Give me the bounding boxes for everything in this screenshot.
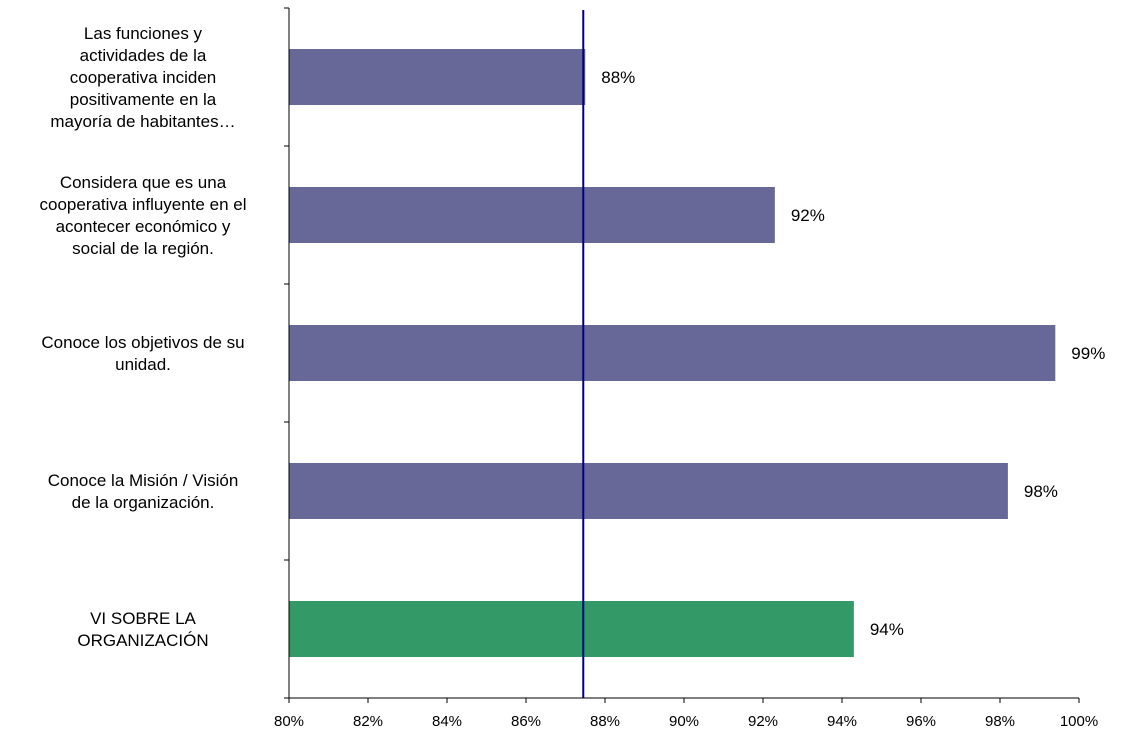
bars-group: [289, 49, 1055, 657]
category-label-2: Considera que es una cooperativa influyen…: [40, 173, 247, 258]
x-tick-label: 82%: [353, 713, 383, 730]
bar-4: [289, 463, 1008, 519]
category-label-line: social de la región.: [72, 239, 214, 258]
category-label-line: Conoce la Misión / Visión: [48, 471, 239, 490]
data-label-4: 98%: [1024, 482, 1058, 501]
category-label-line: VI SOBRE LA: [90, 609, 196, 628]
x-tick-label: 100%: [1060, 713, 1098, 730]
category-label-line: cooperativa inciden: [70, 68, 216, 87]
category-label-line: acontecer económico y: [56, 217, 231, 236]
category-label-line: Las funciones y: [84, 24, 203, 43]
x-tick-label: 80%: [274, 713, 304, 730]
bar-2: [289, 187, 775, 243]
category-label-line: ORGANIZACIÓN: [77, 631, 208, 650]
data-label-3: 99%: [1071, 344, 1105, 363]
x-tick-label: 96%: [906, 713, 936, 730]
x-tick-label: 88%: [590, 713, 620, 730]
x-tick-label: 98%: [985, 713, 1015, 730]
x-tick-label: 86%: [511, 713, 541, 730]
x-tick-label: 90%: [669, 713, 699, 730]
x-tick-label: 84%: [432, 713, 462, 730]
data-label-2: 92%: [791, 206, 825, 225]
category-label-line: actividades de la: [80, 46, 207, 65]
category-label-line: mayoría de habitantes…: [50, 112, 235, 131]
category-label-line: unidad.: [115, 355, 171, 374]
category-label-line: positivamente en la: [70, 90, 217, 109]
bar-3: [289, 325, 1055, 381]
category-label-5: VI SOBRE LA ORGANIZACIÓN: [77, 609, 208, 650]
category-label-line: de la organización.: [72, 493, 215, 512]
category-label-line: cooperativa influyente en el: [40, 195, 247, 214]
category-label-line: Conoce los objetivos de su: [41, 333, 244, 352]
data-label-5: 94%: [870, 620, 904, 639]
x-tick-label: 92%: [748, 713, 778, 730]
category-label-3: Conoce los objetivos de su unidad.: [41, 333, 244, 374]
category-label-4: Conoce la Misión / Visión de la organizac…: [48, 471, 239, 512]
x-tick-label: 94%: [827, 713, 857, 730]
bar-1: [289, 49, 585, 105]
category-label-line: Considera que es una: [60, 173, 227, 192]
data-label-1: 88%: [601, 68, 635, 87]
bar-5: [289, 601, 854, 657]
category-label-1: Las funciones y actividades de la cooperat…: [50, 24, 235, 131]
